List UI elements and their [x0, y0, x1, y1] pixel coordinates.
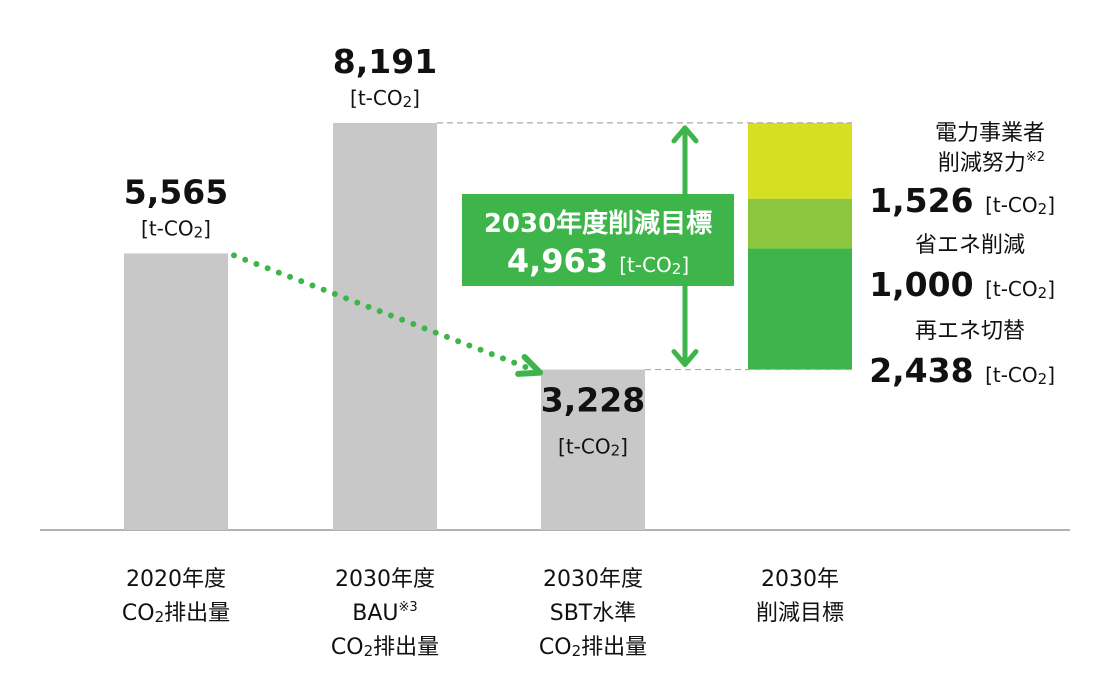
stack-name-3-line2: 削減努力※2 — [938, 150, 1045, 176]
stack-name-2: 省エネ削減 — [915, 233, 1025, 258]
value-label-cbau: 8,191 — [333, 42, 437, 81]
target-value: 4,963 [t-CO2] — [507, 242, 689, 280]
unit-label-c2020: [t-CO2] — [141, 216, 211, 241]
double-arrow-head-bottom — [671, 349, 699, 368]
stack-value-1: 2,438 [t-CO2] — [869, 351, 1055, 390]
dotted-arrow-line — [231, 252, 530, 371]
value-label-csbt: 3,228 — [541, 381, 645, 420]
stack-value-2: 1,000 [t-CO2] — [869, 265, 1055, 304]
category-label-c2020-line2: CO2排出量 — [122, 601, 230, 626]
bar-c2020 — [124, 253, 228, 530]
target-box — [462, 194, 734, 286]
dotted-arrow-head — [515, 354, 544, 377]
labels-layer: 5,565 [t-CO2] 8,191 [t-CO2] 3,228 [t-CO2] 2030… — [122, 42, 1055, 660]
category-label-csbt-line3: CO2排出量 — [539, 635, 647, 660]
stack-segment-3 — [748, 122, 852, 199]
category-label-csbt-line1: 2030年度 — [543, 567, 643, 592]
category-label-c2020-line1: 2020年度 — [126, 567, 226, 592]
unit-label-cbau: [t-CO2] — [350, 86, 420, 111]
category-label-cbau-line3: CO2排出量 — [331, 635, 439, 660]
bar-cbau — [333, 122, 437, 531]
stack-segment-2 — [748, 198, 852, 249]
value-label-c2020: 5,565 — [124, 172, 228, 211]
double-arrow-head-top — [671, 125, 699, 144]
stack-name-3-line1: 電力事業者 — [935, 121, 1045, 146]
guides-layer — [231, 122, 852, 377]
category-label-cbau-line1: 2030年度 — [335, 567, 435, 592]
category-label-ctarget-line2: 削減目標 — [756, 601, 844, 626]
bar-csbt — [541, 369, 645, 530]
category-label-csbt-line2: SBT水準 — [550, 601, 637, 626]
category-label-ctarget-line1: 2030年 — [761, 567, 839, 592]
category-label-cbau-line2: BAU※3 — [352, 600, 417, 626]
target-label: 2030年度削減目標 — [484, 208, 712, 239]
stack-name-1: 再エネ切替 — [915, 319, 1025, 344]
stack-segment-1 — [748, 248, 852, 370]
unit-label-csbt: [t-CO2] — [558, 435, 628, 460]
bars-layer — [40, 122, 1070, 531]
stack-value-3: 1,526 [t-CO2] — [869, 181, 1055, 220]
